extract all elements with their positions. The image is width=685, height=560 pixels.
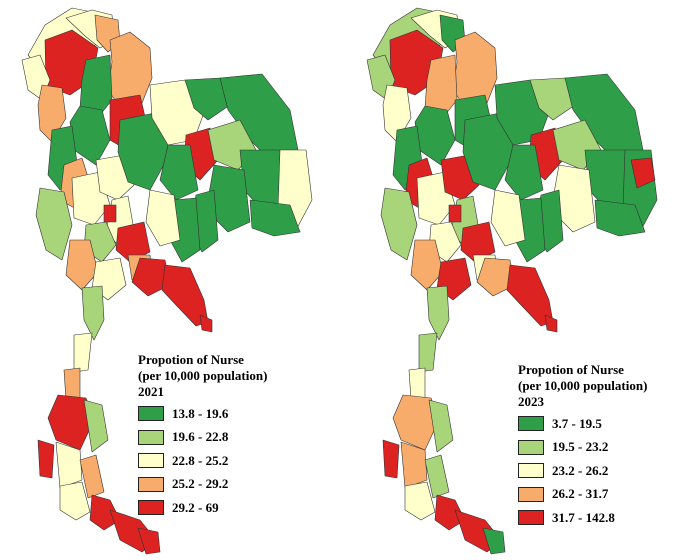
- legend-item: 13.8 - 19.6: [138, 402, 267, 426]
- legend-title: Propotion of Nurse (per 10,000 populatio…: [138, 352, 267, 400]
- legend-item: 26.2 - 31.7: [518, 483, 647, 507]
- legend-range: 19.5 - 23.2: [552, 439, 609, 455]
- legend-range: 3.7 - 19.5: [552, 415, 602, 431]
- legend-swatch: [518, 486, 544, 502]
- thailand-map-2021: [21, 7, 313, 555]
- legend-swatch: [138, 429, 164, 445]
- legend-range: 29.2 - 69: [172, 499, 219, 515]
- legend-swatch: [138, 500, 164, 516]
- legend-year: 2021: [138, 384, 164, 399]
- legend-item: 29.2 - 69: [138, 496, 267, 520]
- legend-item: 3.7 - 19.5: [518, 412, 647, 436]
- legend-swatch: [518, 439, 544, 455]
- legend-swatch: [518, 463, 544, 479]
- legend-item: 25.2 - 29.2: [138, 473, 267, 497]
- legend-title-line2: (per 10,000 population): [518, 378, 648, 393]
- legend-item: 19.5 - 23.2: [518, 436, 647, 460]
- legend-range: 19.6 - 22.8: [172, 429, 229, 445]
- legend-item: 23.2 - 26.2: [518, 459, 647, 483]
- legend-title-line1: Propotion of Nurse: [518, 362, 624, 377]
- legend-2021: Propotion of Nurse (per 10,000 populatio…: [138, 352, 267, 520]
- legend-swatch: [518, 416, 544, 432]
- legend-title: Propotion of Nurse (per 10,000 populatio…: [518, 362, 647, 410]
- legend-title-line1: Propotion of Nurse: [138, 352, 244, 367]
- legend-range: 31.7 - 142.8: [552, 509, 615, 525]
- legend-range: 26.2 - 31.7: [552, 486, 609, 502]
- legend-2023: Propotion of Nurse (per 10,000 populatio…: [518, 362, 647, 530]
- legend-swatch: [138, 406, 164, 422]
- legend-year: 2023: [518, 394, 544, 409]
- legend-range: 25.2 - 29.2: [172, 476, 229, 492]
- legend-range: 23.2 - 26.2: [552, 462, 609, 478]
- legend-item: 22.8 - 25.2: [138, 449, 267, 473]
- legend-item: 31.7 - 142.8: [518, 506, 647, 530]
- legend-item: 19.6 - 22.8: [138, 426, 267, 450]
- legend-range: 13.8 - 19.6: [172, 405, 229, 421]
- thailand-map-2023: [366, 7, 658, 555]
- legend-title-line2: (per 10,000 population): [138, 368, 268, 383]
- legend-swatch: [518, 510, 544, 526]
- legend-swatch: [138, 476, 164, 492]
- legend-swatch: [138, 453, 164, 469]
- legend-range: 22.8 - 25.2: [172, 452, 229, 468]
